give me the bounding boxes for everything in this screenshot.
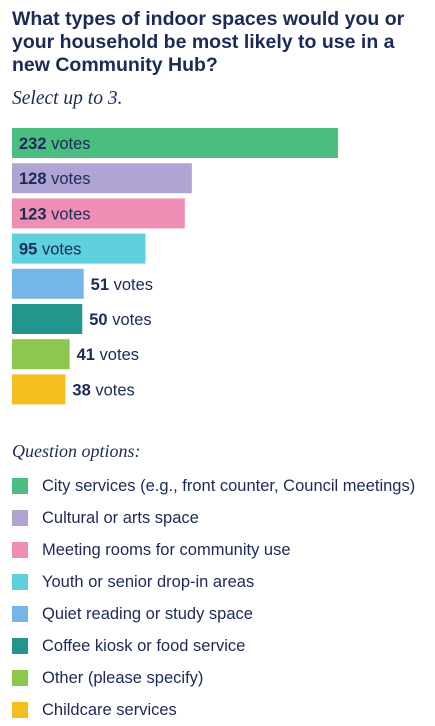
bar-label-2: 128 votes (19, 170, 91, 188)
legend-label: Other (please specify) (42, 668, 204, 687)
bar-2 (12, 163, 192, 194)
legend-item: Coffee kiosk or food service (12, 630, 415, 662)
legend-swatch (12, 702, 28, 718)
legend-item: City services (e.g., front counter, Coun… (12, 470, 415, 502)
legend-item: Other (please specify) (12, 662, 415, 694)
bar-6 (12, 304, 83, 334)
legend-swatch (12, 670, 28, 686)
legend-label: Coffee kiosk or food service (42, 636, 246, 655)
vote-bar-chart: 232 votes 128 votes 123 votes 95 votes 51 vo… (12, 128, 338, 405)
legend-swatch (12, 574, 28, 590)
legend-label: Youth or senior drop-in areas (42, 572, 255, 591)
legend-label: City services (e.g., front counter, Coun… (42, 476, 416, 495)
bar-5 (12, 268, 84, 299)
bar-label-3: 123 votes (19, 205, 91, 223)
bar-8 (12, 374, 66, 405)
legend-label: Quiet reading or study space (42, 604, 253, 623)
legend-item: Meeting rooms for community use (12, 534, 415, 566)
legend-swatch (12, 542, 28, 558)
bar-label-8: 38 votes (72, 381, 134, 399)
bar-label-1: 232 votes (19, 135, 91, 153)
bar-3 (12, 198, 185, 229)
bar-1 (12, 128, 338, 158)
legend-item: Cultural or arts space (12, 502, 415, 534)
legend-label: Childcare services (42, 700, 177, 719)
bar-label-7: 41 votes (77, 346, 139, 364)
legend-label: Meeting rooms for community use (42, 540, 291, 559)
legend-item: Youth or senior drop-in areas (12, 566, 415, 598)
bar-label-4: 95 votes (19, 241, 81, 259)
question-title: What types of indoor spaces would you or… (12, 8, 405, 76)
legend-label: Cultural or arts space (42, 508, 199, 527)
bar-label-6: 50 votes (89, 311, 151, 329)
question-instruction: Select up to 3. (12, 88, 123, 109)
legend-swatch (12, 478, 28, 494)
bar-4 (12, 233, 146, 264)
legend-item: Childcare services (12, 694, 415, 726)
legend: City services (e.g., front counter, Coun… (12, 470, 415, 726)
legend-swatch (12, 638, 28, 654)
bar-7 (12, 339, 70, 370)
legend-title: Question options: (12, 441, 141, 461)
legend-item: Quiet reading or study space (12, 598, 415, 630)
legend-swatch (12, 510, 28, 526)
legend-swatch (12, 606, 28, 622)
bar-label-5: 51 votes (91, 276, 153, 294)
